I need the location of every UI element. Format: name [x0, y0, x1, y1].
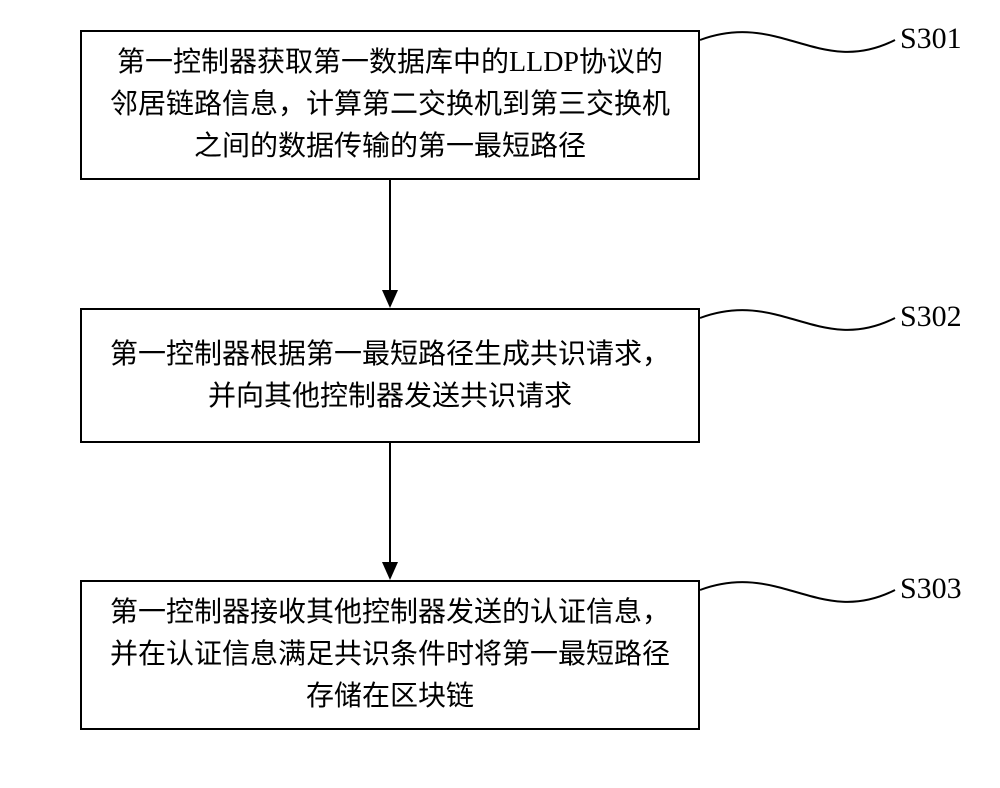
step-label-text: S303	[900, 572, 962, 605]
flowchart-canvas: 第一控制器获取第一数据库中的LLDP协议的邻居链路信息，计算第二交换机到第三交换…	[0, 0, 1000, 788]
leader-path	[700, 582, 895, 602]
leader-curve-s303	[0, 0, 1000, 788]
step-label-s303: S303	[900, 572, 962, 606]
